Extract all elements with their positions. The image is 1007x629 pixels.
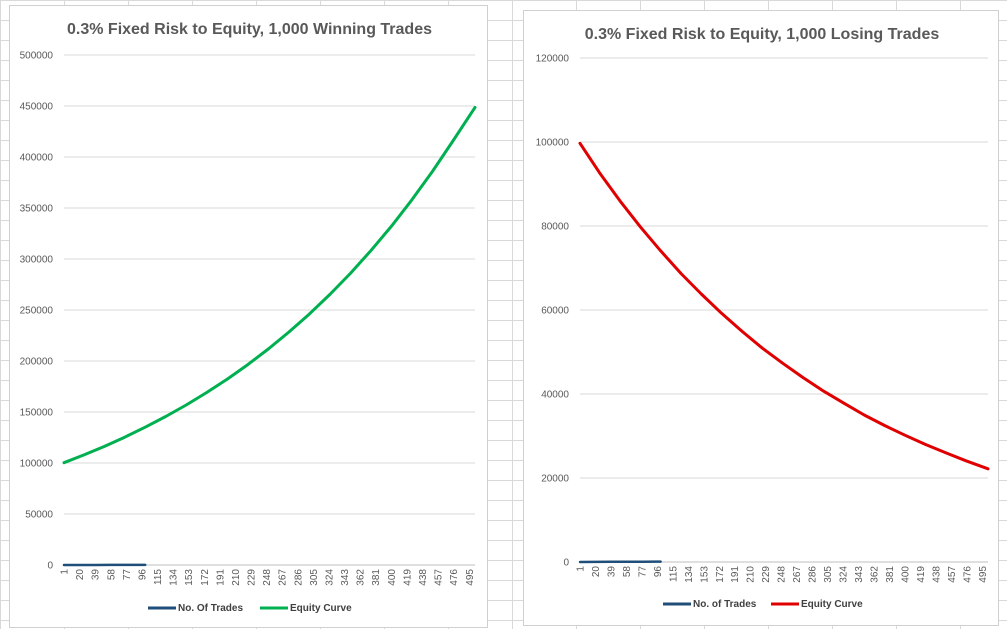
x-tick-label: 229	[247, 569, 258, 586]
y-tick-label: 400000	[20, 153, 54, 164]
x-tick-label: 96	[653, 566, 664, 578]
x-tick-label: 191	[730, 566, 741, 583]
y-tick-label: 0	[47, 561, 53, 572]
y-tick-label: 100000	[536, 138, 570, 149]
y-tick-label: 50000	[25, 510, 53, 521]
equity-curve-line	[580, 143, 988, 469]
x-tick-label: 39	[606, 566, 617, 578]
x-tick-label: 343	[854, 566, 865, 583]
x-tick-label: 1	[576, 566, 587, 572]
losing-trades-chart-svg: 0.3% Fixed Risk to Equity, 1,000 Losing …	[524, 11, 1000, 627]
y-tick-label: 500000	[20, 51, 54, 62]
y-tick-label: 40000	[541, 390, 569, 401]
x-tick-label: 438	[418, 569, 429, 586]
x-tick-label: 191	[215, 569, 226, 586]
losing-trades-chart[interactable]: 0.3% Fixed Risk to Equity, 1,000 Losing …	[523, 10, 999, 626]
x-tick-label: 381	[371, 569, 382, 586]
x-tick-label: 172	[715, 566, 726, 583]
x-tick-label: 324	[324, 569, 335, 586]
x-tick-label: 457	[434, 569, 445, 586]
x-tick-label: 305	[309, 569, 320, 586]
x-tick-label: 20	[75, 569, 86, 581]
x-tick-label: 20	[591, 566, 602, 578]
x-tick-label: 1	[60, 569, 71, 575]
x-tick-label: 438	[931, 566, 942, 583]
x-tick-label: 343	[340, 569, 351, 586]
x-tick-label: 476	[962, 566, 973, 583]
x-tick-label: 77	[122, 569, 133, 581]
x-tick-label: 115	[153, 569, 164, 585]
x-tick-label: 476	[449, 569, 460, 586]
x-tick-label: 400	[900, 566, 911, 583]
y-tick-label: 20000	[541, 474, 569, 485]
y-tick-label: 200000	[20, 357, 54, 368]
legend-entry: No. Of Trades	[178, 603, 243, 614]
x-tick-label: 362	[356, 569, 367, 586]
x-tick-label: 248	[262, 569, 273, 586]
x-tick-label: 362	[869, 566, 880, 583]
y-tick-label: 150000	[20, 408, 54, 419]
x-tick-label: 96	[137, 569, 148, 581]
x-tick-label: 324	[839, 566, 850, 583]
x-tick-label: 153	[184, 569, 195, 586]
y-tick-label: 100000	[20, 459, 54, 470]
y-tick-label: 250000	[20, 306, 54, 317]
x-tick-label: 267	[792, 566, 803, 583]
x-tick-label: 419	[916, 566, 927, 583]
x-tick-label: 115	[668, 566, 679, 582]
y-tick-label: 450000	[20, 102, 54, 113]
legend-entry: Equity Curve	[801, 599, 863, 610]
x-tick-label: 381	[885, 566, 896, 583]
x-tick-label: 210	[231, 569, 242, 586]
x-tick-label: 495	[465, 569, 476, 586]
chart-title: 0.3% Fixed Risk to Equity, 1,000 Losing …	[585, 26, 940, 43]
y-tick-label: 300000	[20, 255, 54, 266]
x-tick-label: 77	[637, 566, 648, 578]
x-tick-label: 229	[761, 566, 772, 583]
x-tick-label: 286	[808, 566, 819, 583]
winning-trades-chart[interactable]: 0.3% Fixed Risk to Equity, 1,000 Winning…	[9, 5, 488, 628]
y-tick-label: 60000	[541, 306, 569, 317]
equity-curve-line	[64, 107, 475, 462]
x-tick-label: 210	[746, 566, 757, 583]
x-tick-label: 267	[278, 569, 289, 586]
legend-entry: No. of Trades	[693, 599, 757, 610]
x-tick-label: 248	[777, 566, 788, 583]
x-tick-label: 305	[823, 566, 834, 583]
winning-trades-chart-svg: 0.3% Fixed Risk to Equity, 1,000 Winning…	[10, 6, 489, 629]
y-tick-label: 120000	[536, 54, 570, 65]
y-tick-label: 80000	[541, 222, 569, 233]
x-tick-label: 419	[402, 569, 413, 586]
x-tick-label: 39	[91, 569, 102, 581]
x-tick-label: 172	[200, 569, 211, 586]
x-tick-label: 134	[169, 569, 180, 586]
y-tick-label: 350000	[20, 204, 54, 215]
x-tick-label: 457	[947, 566, 958, 583]
x-tick-label: 58	[106, 569, 117, 581]
legend-entry: Equity Curve	[290, 603, 352, 614]
x-tick-label: 400	[387, 569, 398, 586]
x-tick-label: 495	[978, 566, 989, 583]
y-tick-label: 0	[563, 558, 569, 569]
x-tick-label: 134	[684, 566, 695, 583]
chart-title: 0.3% Fixed Risk to Equity, 1,000 Winning…	[67, 21, 432, 38]
x-tick-label: 286	[293, 569, 304, 586]
x-tick-label: 153	[699, 566, 710, 583]
x-tick-label: 58	[622, 566, 633, 578]
